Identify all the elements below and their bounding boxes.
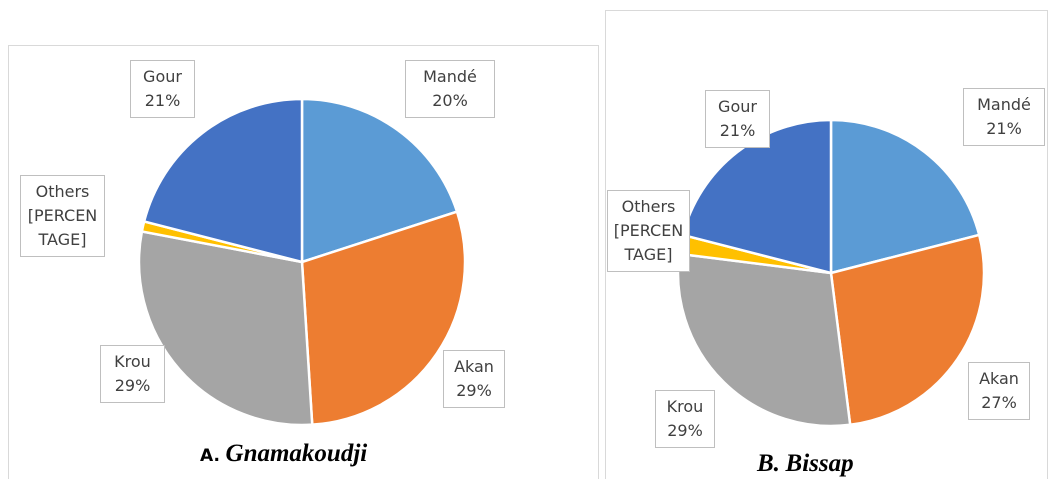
data-label: Mandé 21%: [963, 88, 1045, 146]
data-label: Akan 27%: [968, 362, 1030, 420]
value-label: 29%: [114, 376, 151, 395]
title-prefix: A.: [200, 446, 220, 466]
chart-title: A. Gnamakoudji: [200, 440, 367, 468]
value-label: 21%: [719, 121, 756, 140]
value-label: 29%: [456, 381, 492, 400]
data-label: Krou 29%: [655, 390, 715, 448]
data-label: Gour 21%: [130, 60, 195, 118]
title-name: Bissap: [785, 450, 854, 477]
category-label: Mandé: [423, 67, 477, 86]
pie-slice: [300, 210, 467, 427]
pie-slice: [829, 233, 986, 427]
data-label: Krou 29%: [100, 345, 165, 403]
value-label: 21%: [986, 119, 1022, 138]
title-prefix: B.: [757, 450, 780, 477]
category-label: Others: [35, 182, 90, 201]
chart-frame: [8, 45, 599, 479]
category-label: Others: [621, 197, 676, 216]
category-label: Akan: [979, 369, 1019, 388]
value-label: 27%: [981, 393, 1017, 412]
value-label: 29%: [667, 421, 703, 440]
category-label: Krou: [666, 397, 704, 416]
data-label: Others [PERCENTAGE]: [20, 175, 105, 257]
value-label: 21%: [144, 91, 181, 110]
pie-slice: [142, 97, 304, 264]
category-label: Mandé: [977, 95, 1031, 114]
category-label: Gour: [143, 67, 182, 86]
pie-slice: [300, 97, 459, 264]
value-label: [PERCENTAGE]: [613, 221, 684, 264]
value-label: 20%: [432, 91, 468, 110]
data-label: Mandé 20%: [405, 60, 495, 118]
value-label: [PERCENTAGE]: [27, 206, 98, 249]
data-label: Akan 29%: [443, 350, 505, 408]
title-name: Gnamakoudji: [225, 440, 368, 467]
chart-title: B. Bissap: [757, 450, 854, 478]
category-label: Krou: [114, 352, 151, 371]
pie-slice: [137, 229, 314, 427]
category-label: Gour: [718, 97, 757, 116]
pie-slice: [676, 252, 852, 428]
data-label: Others [PERCENTAGE]: [607, 190, 690, 272]
category-label: Akan: [454, 357, 494, 376]
data-label: Gour 21%: [705, 90, 770, 148]
pie-slice: [829, 118, 981, 275]
